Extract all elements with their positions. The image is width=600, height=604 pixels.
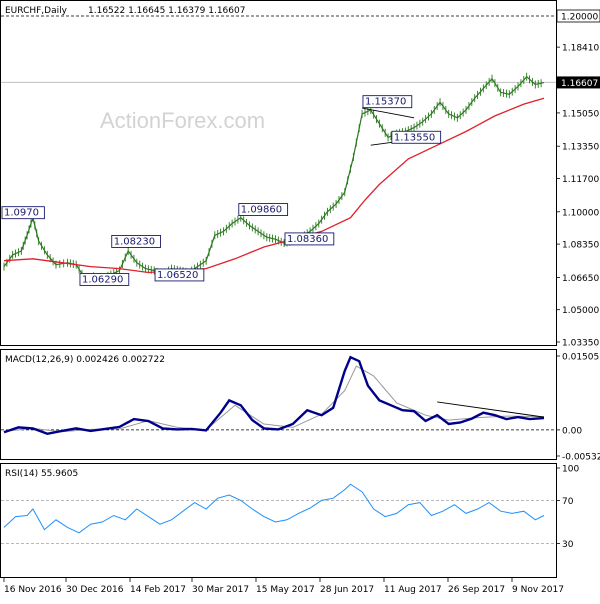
price-axis-label: 1.06650 bbox=[562, 274, 599, 284]
x-axis-label: 30 Mar 2017 bbox=[192, 585, 249, 595]
macd-trendline bbox=[437, 401, 545, 418]
x-axis-label: 30 Dec 2016 bbox=[66, 585, 124, 595]
x-axis-label: 26 Sep 2017 bbox=[448, 585, 505, 595]
price-axis-label: 1.11700 bbox=[562, 175, 599, 185]
price-axis-label: 1.13350 bbox=[562, 143, 599, 153]
price-label: 1.06290 bbox=[82, 274, 123, 285]
price-label-box bbox=[284, 232, 335, 246]
rsi-chart bbox=[1, 483, 556, 544]
axes: 1.20000 1.18410 1.16607 1.15050 1.13350 1.117… bbox=[3, 9, 600, 595]
rsi-line bbox=[3, 483, 545, 534]
reference-price-marker bbox=[556, 9, 600, 23]
macd-title: MACD(12,26,9) 0.002426 0.002722 bbox=[5, 355, 165, 365]
rsi-axis-label: 100 bbox=[562, 465, 579, 475]
rsi-panel-frame bbox=[0, 463, 557, 578]
x-axis-label: 11 Aug 2017 bbox=[384, 585, 442, 595]
chart-ohlc-readout: 1.16522 1.16645 1.16379 1.16607 bbox=[88, 6, 245, 16]
price-label: 1.08230 bbox=[114, 236, 155, 247]
x-axis-label: 14 Feb 2017 bbox=[130, 585, 186, 595]
price-axis-label: 1.10000 bbox=[562, 208, 599, 218]
price-label-box bbox=[1, 206, 45, 220]
current-price-marker bbox=[557, 76, 600, 89]
price-label-box bbox=[154, 268, 205, 282]
price-panel-frame bbox=[0, 0, 557, 346]
macd-axis-label: 0.00 bbox=[562, 426, 582, 436]
price-label: 1.09860 bbox=[241, 205, 282, 216]
x-axis-label: 9 Nov 2017 bbox=[512, 585, 564, 595]
price-label: 1.13550 bbox=[394, 132, 435, 143]
rsi-axis-label: 70 bbox=[562, 497, 574, 507]
current-price-label: 1.16607 bbox=[561, 79, 598, 89]
price-axis-label: 1.03350 bbox=[562, 339, 599, 349]
triangle-upper-line bbox=[361, 107, 415, 119]
macd-panel-frame bbox=[0, 349, 557, 460]
watermark-logo: ActionForex.com bbox=[100, 108, 265, 133]
price-axis-label: 1.05000 bbox=[562, 306, 599, 316]
price-label: 1.08360 bbox=[287, 234, 328, 245]
macd-chart bbox=[1, 355, 556, 436]
macd-main-line bbox=[3, 355, 545, 436]
x-axis-label: 15 May 2017 bbox=[256, 585, 315, 595]
reference-price-label: 1.20000 bbox=[561, 13, 598, 23]
price-label-box bbox=[391, 130, 442, 144]
x-axis-label: 28 Jun 2017 bbox=[320, 585, 374, 595]
price-label: 1.0970 bbox=[4, 208, 39, 219]
macd-axis-label: 0.015052 bbox=[562, 353, 600, 363]
price-axis-label: 1.18410 bbox=[562, 44, 599, 54]
price-label-box bbox=[238, 203, 289, 216]
x-axis-label: 16 Nov 2016 bbox=[4, 585, 62, 595]
price-label-box bbox=[79, 272, 130, 286]
chart-symbol-title: EURCHF,Daily bbox=[5, 6, 68, 16]
price-axis-label: 1.08350 bbox=[562, 241, 599, 251]
price-label-box bbox=[111, 235, 161, 248]
rsi-axis-label: 30 bbox=[562, 540, 574, 550]
price-label-box bbox=[362, 95, 413, 109]
price-label: 1.15370 bbox=[365, 97, 406, 108]
price-label: 1.06520 bbox=[157, 270, 198, 281]
rsi-title: RSI(14) 55.9605 bbox=[5, 469, 78, 479]
price-chart: 1.0970 1.08230 1.06290 1.06520 1.09860 1.0836… bbox=[1, 15, 556, 286]
price-axis-label: 1.15050 bbox=[562, 109, 599, 119]
